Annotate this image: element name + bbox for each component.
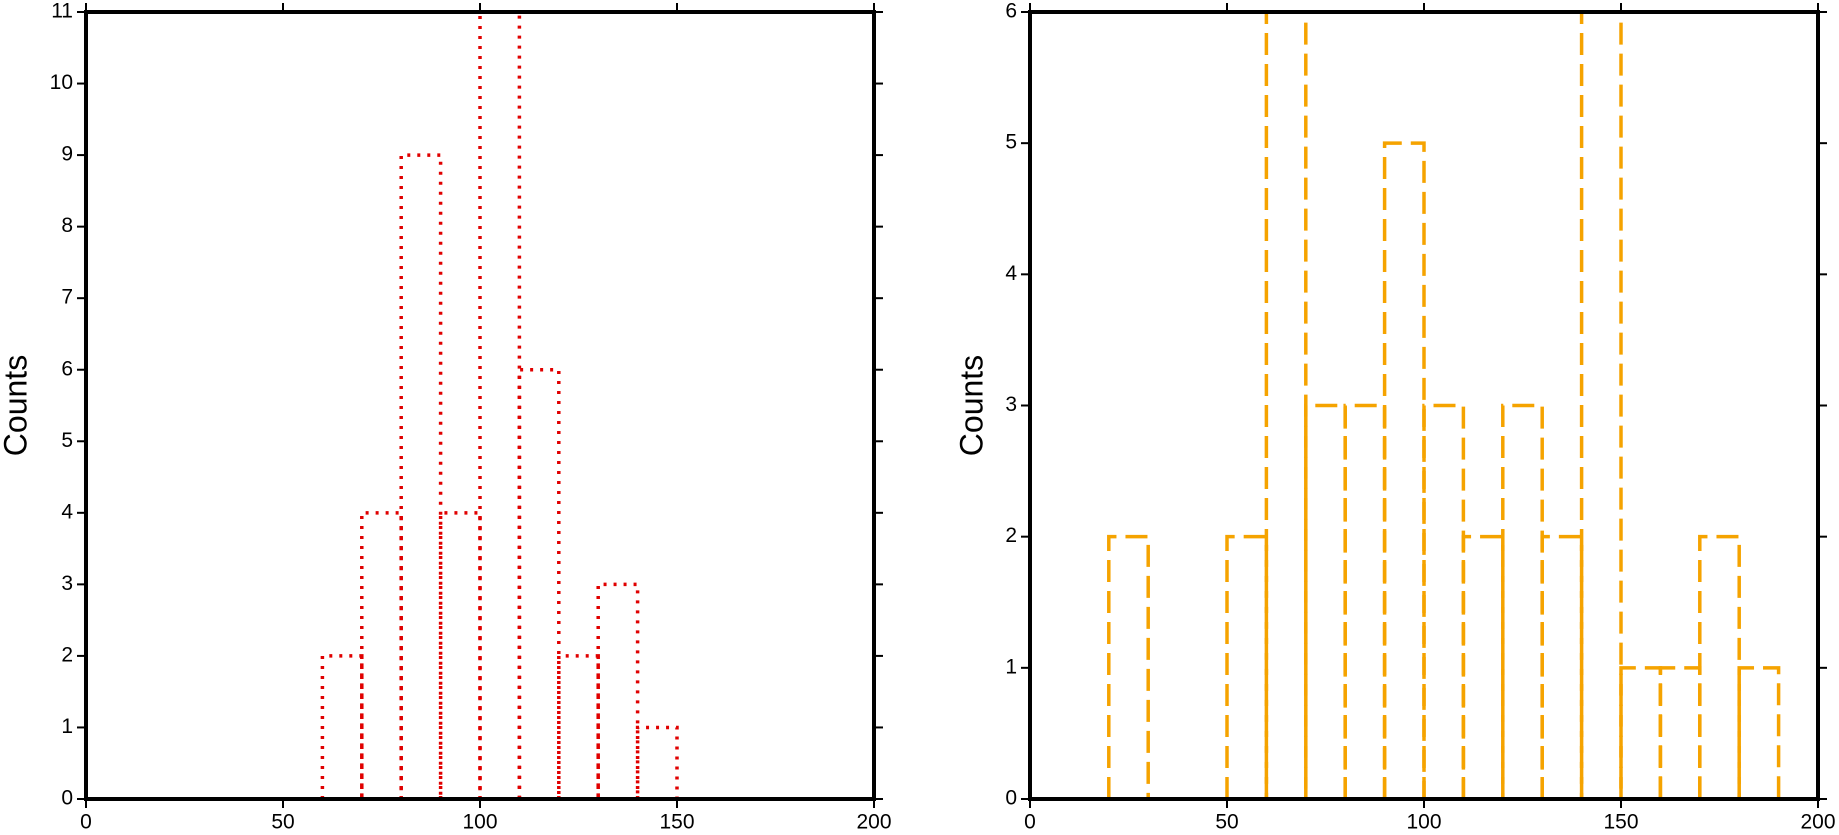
- x-tick-label: 150: [1603, 811, 1638, 834]
- histogram-bar: [1698, 534, 1741, 799]
- y-tick-label: 3: [1005, 393, 1017, 416]
- histogram-bar: [1304, 403, 1347, 799]
- y-tick-label: 6: [1005, 0, 1017, 23]
- histogram-bar: [1343, 403, 1387, 799]
- y-tick-label: 4: [1005, 262, 1017, 285]
- y-tick-label: 4: [61, 500, 73, 523]
- histogram-bar: [1658, 666, 1702, 799]
- y-tick-label: 1: [1005, 655, 1017, 678]
- x-tick-label: 100: [462, 811, 497, 834]
- y-tick-label: 1: [61, 715, 73, 738]
- x-tick-label: 150: [659, 811, 694, 834]
- y-tick-label: 9: [61, 143, 73, 166]
- histogram-bar: [399, 153, 443, 799]
- y-tick-label: 7: [61, 286, 73, 309]
- histogram-bar: [635, 725, 679, 799]
- frame: [84, 10, 876, 801]
- x-tick-label: 0: [80, 811, 92, 834]
- y-tick-label: 10: [50, 71, 73, 94]
- histogram-bar: [1422, 403, 1466, 799]
- x-tick-label: 200: [856, 811, 891, 834]
- y-tick-label: 5: [61, 429, 73, 452]
- x-tick-label: 200: [1800, 811, 1835, 834]
- y-tick-label: 5: [1005, 131, 1017, 154]
- y-tick-label: 2: [61, 643, 73, 666]
- histogram-bar: [1382, 141, 1426, 799]
- x-tick-label: 50: [1215, 811, 1238, 834]
- histogram-bar: [1619, 666, 1663, 799]
- histogram-bar: [1461, 534, 1505, 799]
- histogram-bar: [1225, 534, 1269, 799]
- y-tick-label: 6: [61, 357, 73, 380]
- histogram-bar: [1540, 534, 1584, 799]
- histogram-bar: [596, 582, 640, 799]
- x-tick-label: 100: [1406, 811, 1441, 834]
- histogram-bar: [438, 511, 482, 799]
- histogram-bar: [557, 654, 600, 799]
- y-tick-label: 3: [61, 572, 73, 595]
- histogram-bar: [517, 367, 561, 799]
- histogram-bar: [1579, 10, 1623, 799]
- y-tick-label: 0: [61, 787, 73, 810]
- y-axis-label: Counts: [953, 355, 989, 456]
- histogram-bar: [478, 10, 522, 799]
- y-tick-label: 0: [1005, 787, 1017, 810]
- y-tick-label: 2: [1005, 524, 1017, 547]
- histogram-bar: [1501, 403, 1544, 799]
- x-tick-label: 50: [271, 811, 294, 834]
- x-tick-label: 0: [1024, 811, 1036, 834]
- histogram-bar: [320, 654, 364, 799]
- histogram-bar: [360, 511, 403, 799]
- histogram-bar: [1264, 10, 1308, 799]
- y-axis-label: Counts: [0, 355, 33, 456]
- y-tick-label: 8: [61, 214, 73, 237]
- y-tick-label: 11: [51, 0, 73, 23]
- histogram-bar: [1737, 666, 1781, 799]
- histogram-bar: [1107, 534, 1150, 799]
